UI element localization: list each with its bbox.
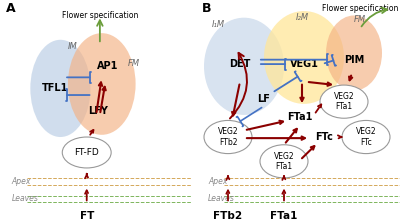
Text: IM: IM (68, 42, 78, 51)
Text: I₁M: I₁M (212, 19, 225, 29)
Text: FM: FM (128, 59, 140, 68)
Text: LF: LF (258, 94, 270, 105)
Ellipse shape (30, 40, 90, 137)
Text: FM: FM (354, 15, 366, 24)
Ellipse shape (264, 11, 344, 104)
Ellipse shape (260, 145, 308, 178)
Text: TFL1: TFL1 (42, 83, 68, 93)
Ellipse shape (68, 33, 136, 135)
Text: Leaves: Leaves (12, 194, 38, 203)
Text: FTa1: FTa1 (287, 112, 313, 122)
Text: A: A (6, 2, 16, 15)
Text: Flower specification: Flower specification (62, 11, 138, 20)
Text: Apex: Apex (208, 177, 227, 186)
Text: Leaves: Leaves (208, 194, 235, 203)
Text: VEG2
FTa1: VEG2 FTa1 (334, 92, 354, 111)
Ellipse shape (326, 15, 382, 91)
Text: I₂M: I₂M (296, 13, 309, 22)
Ellipse shape (320, 85, 368, 118)
Text: VEG2
FTa1: VEG2 FTa1 (274, 152, 294, 171)
Text: LFY: LFY (88, 105, 108, 116)
Text: VEG2
FTc: VEG2 FTc (356, 127, 376, 147)
Ellipse shape (62, 137, 111, 168)
Text: Apex: Apex (12, 177, 31, 186)
Text: PIM: PIM (344, 55, 364, 65)
Text: AP1: AP1 (97, 61, 118, 71)
Ellipse shape (204, 18, 284, 115)
Text: FTa1: FTa1 (270, 211, 298, 221)
Text: FTb2: FTb2 (214, 211, 242, 221)
Text: FT: FT (80, 211, 94, 221)
Text: VEG2
FTb2: VEG2 FTb2 (218, 127, 238, 147)
Ellipse shape (342, 120, 390, 154)
Text: DET: DET (229, 59, 251, 69)
Text: VEG1: VEG1 (290, 59, 318, 69)
Text: B: B (202, 2, 212, 15)
Text: FTc: FTc (315, 132, 333, 142)
Text: FT-FD: FT-FD (74, 148, 99, 157)
Text: Flower specification: Flower specification (322, 4, 398, 13)
Ellipse shape (204, 120, 252, 154)
